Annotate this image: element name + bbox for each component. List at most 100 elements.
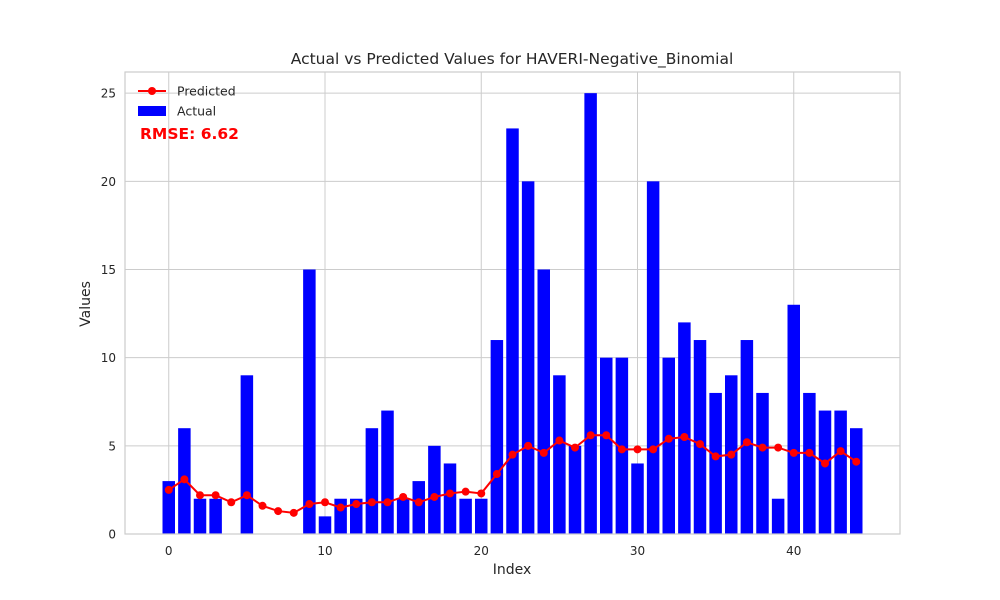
actual-bar: [303, 269, 316, 534]
predicted-point: [742, 438, 751, 447]
predicted-point: [492, 470, 501, 479]
actual-bar: [506, 128, 519, 534]
predicted-point: [555, 436, 564, 445]
actual-bar: [803, 392, 816, 534]
actual-bar: [209, 498, 222, 534]
actual-bar: [428, 445, 441, 534]
actual-bar: [568, 445, 582, 534]
legend-predicted-label: Predicted: [177, 84, 236, 99]
predicted-point: [664, 434, 673, 443]
predicted-point: [571, 443, 579, 452]
actual-bar: [381, 410, 394, 534]
actual-bar: [850, 428, 863, 534]
predicted-point: [727, 450, 736, 459]
tick-labels: 0 10 20 30 40 0 5 10 15 20 25: [101, 87, 802, 558]
predicted-point: [805, 448, 814, 457]
chart-title: Actual vs Predicted Values for HAVERI-Ne…: [291, 50, 734, 69]
predicted-point: [602, 431, 611, 440]
actual-bar: [678, 322, 691, 534]
predicted-point: [227, 498, 236, 507]
predicted-point: [633, 445, 642, 454]
actual-bar: [709, 392, 722, 534]
predicted-point: [242, 491, 251, 500]
actual-bar: [662, 357, 675, 534]
actual-bar: [490, 340, 504, 534]
predicted-line: [164, 431, 861, 517]
predicted-point: [336, 503, 345, 512]
actual-bar: [475, 498, 488, 534]
predicted-point: [758, 443, 767, 452]
predicted-point: [696, 440, 704, 449]
actual-bar: [693, 340, 707, 534]
rmse-annotation: RMSE: 6.62: [140, 125, 239, 143]
actual-bar: [756, 392, 769, 534]
actual-bar: [834, 410, 847, 534]
predicted-point: [524, 441, 533, 450]
predicted-point: [649, 445, 658, 454]
actual-bar: [553, 375, 566, 534]
actual-bar: [631, 463, 644, 534]
legend: Predicted Actual: [138, 84, 236, 119]
predicted-point: [352, 500, 361, 509]
y-tick-label: 0: [108, 528, 116, 542]
x-tick-label: 0: [165, 544, 173, 558]
predicted-point: [711, 452, 720, 461]
actual-bar: [162, 481, 175, 534]
y-axis-title: Values: [78, 281, 94, 327]
x-axis-title: Index: [493, 562, 532, 578]
predicted-point: [414, 498, 423, 507]
actual-bar: [412, 481, 425, 534]
legend-predicted-marker-icon: [148, 87, 156, 95]
predicted-point: [321, 498, 329, 507]
actual-bar: [318, 516, 332, 534]
predicted-point: [586, 431, 595, 440]
predicted-point: [508, 450, 517, 459]
actual-bar: [740, 340, 754, 534]
predicted-point: [477, 489, 486, 498]
actual-bar: [771, 498, 785, 534]
actual-bar: [396, 498, 410, 534]
predicted-point: [539, 448, 548, 457]
predicted-point: [196, 491, 204, 500]
predicted-point: [164, 485, 173, 494]
actual-bar: [459, 498, 472, 534]
predicted-point: [430, 492, 439, 501]
actual-bar: [365, 428, 379, 534]
actual-bar: [350, 498, 363, 534]
predicted-point: [305, 500, 314, 509]
predicted-point: [821, 459, 829, 468]
predicted-point: [258, 501, 267, 510]
predicted-point: [367, 498, 376, 507]
predicted-point: [617, 445, 626, 454]
predicted-point: [461, 487, 470, 496]
actual-bar: [443, 463, 457, 534]
x-tick-label: 30: [630, 544, 645, 558]
actual-bar: [600, 357, 613, 534]
actual-bar: [521, 181, 535, 534]
actual-bar: [537, 269, 550, 534]
y-tick-label: 15: [101, 263, 116, 277]
predicted-point: [836, 447, 845, 456]
predicted-point: [211, 491, 220, 500]
y-tick-label: 10: [101, 351, 116, 365]
x-tick-label: 20: [474, 544, 489, 558]
predicted-point: [774, 443, 783, 452]
predicted-point: [399, 492, 408, 501]
y-tick-label: 5: [108, 439, 116, 453]
actual-bar: [584, 93, 597, 534]
predicted-point: [680, 433, 689, 442]
predicted-point: [383, 498, 392, 507]
y-tick-label: 20: [101, 175, 116, 189]
actual-bar: [818, 410, 832, 534]
actual-bar: [193, 498, 207, 534]
actual-bar: [646, 181, 660, 534]
x-tick-label: 40: [786, 544, 801, 558]
predicted-point: [289, 508, 298, 517]
legend-actual-label: Actual: [177, 104, 216, 119]
plot-frame: [124, 71, 901, 535]
predicted-point: [274, 507, 283, 516]
y-tick-label: 25: [101, 87, 116, 101]
predicted-point: [789, 448, 798, 457]
legend-actual-swatch-icon: [138, 106, 166, 116]
